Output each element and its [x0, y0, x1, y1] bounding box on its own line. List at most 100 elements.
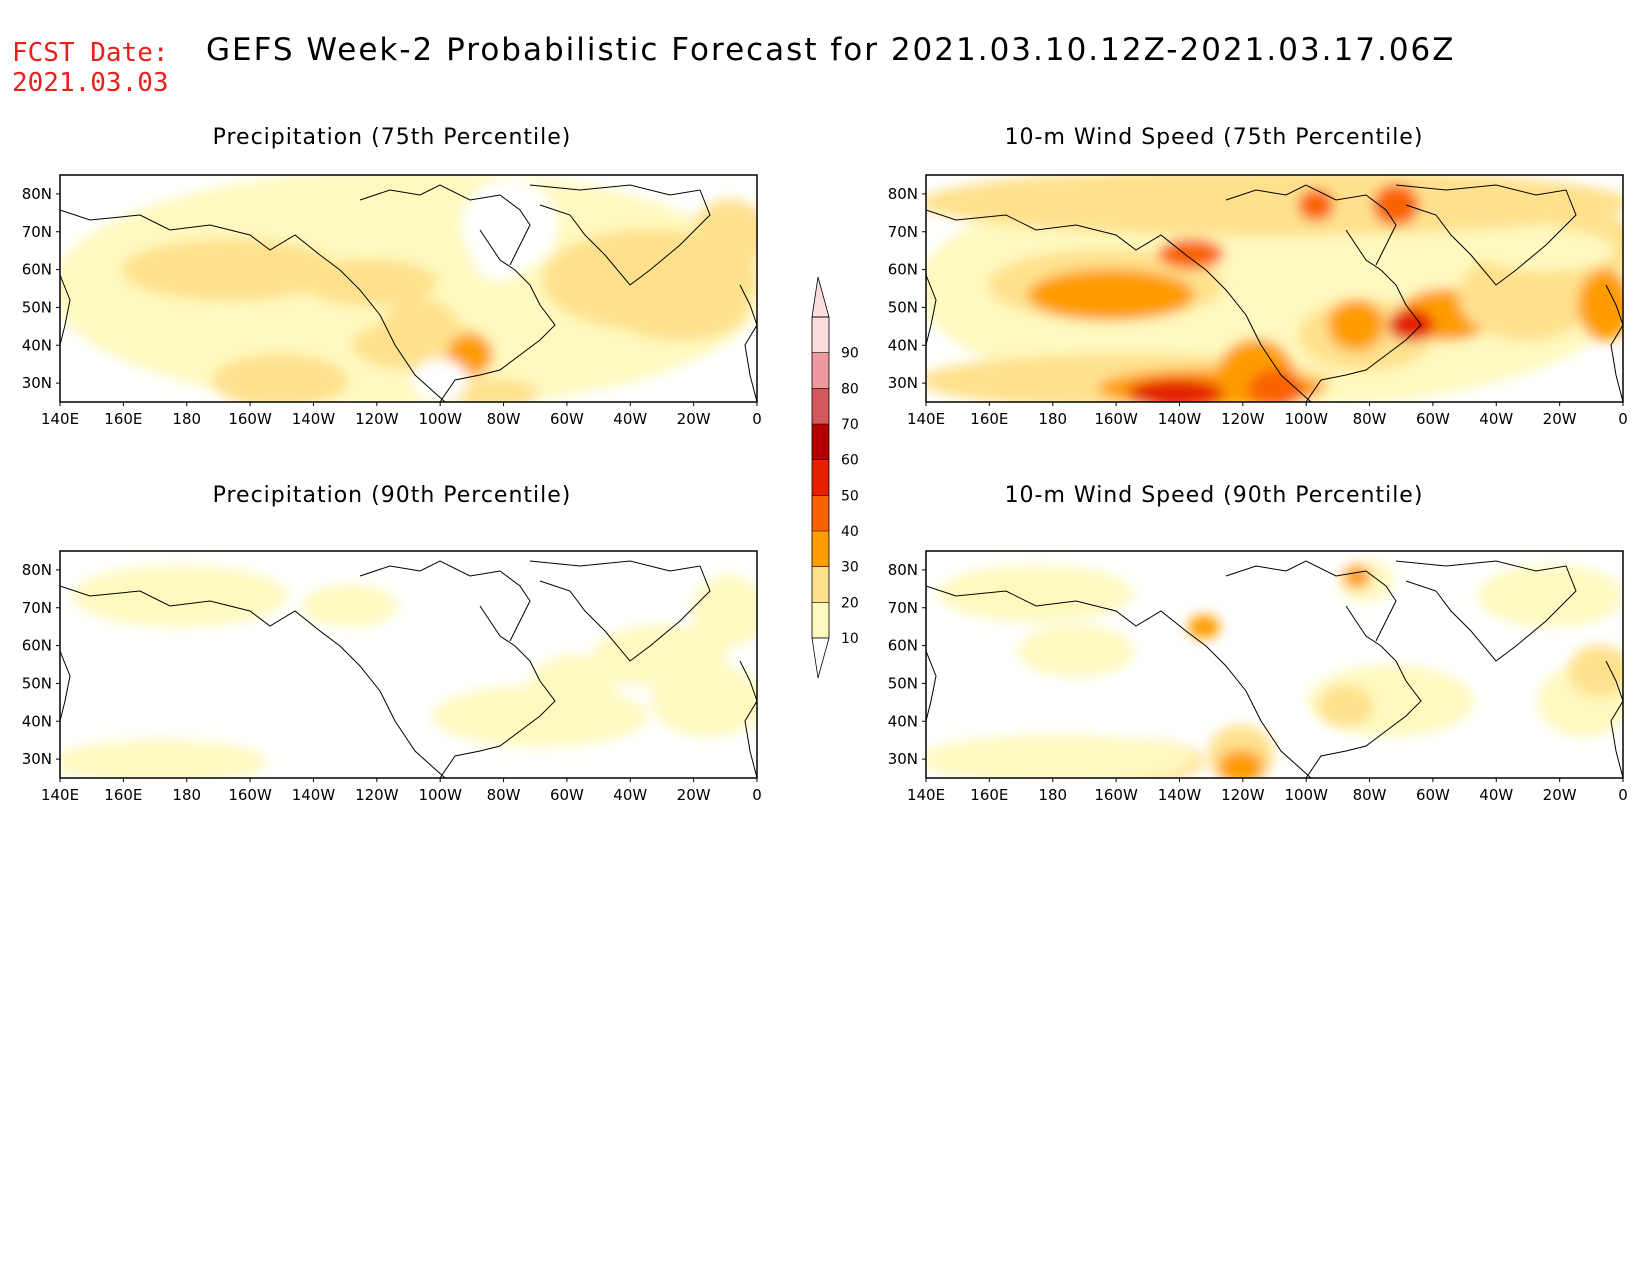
colorbar-label: 10	[841, 631, 859, 647]
lon-tick-label: 60W	[1416, 410, 1450, 428]
lat-tick-label: 70N	[22, 223, 52, 241]
lon-tick-label: 80W	[1353, 410, 1387, 428]
lon-tick-label: 40W	[613, 410, 647, 428]
contour-blob	[1188, 615, 1220, 639]
lon-tick-label: 100W	[418, 786, 462, 804]
coastline	[60, 184, 757, 402]
forecast-date-block: FCST Date: 2021.03.03	[12, 38, 169, 98]
lat-tick-label: 60N	[22, 637, 52, 655]
colorbar-label: 50	[841, 488, 859, 504]
colorbar-swatch	[812, 566, 829, 603]
coastline	[926, 184, 1623, 402]
contour-blob	[612, 279, 748, 341]
panel-title-precip-90: Precipitation (90th Percentile)	[212, 483, 572, 508]
lon-tick-label: 80W	[487, 786, 521, 804]
lon-tick-label: 20W	[677, 786, 711, 804]
map-panel-wind-75: 140E 160E 180 160W 140W 120W 100W 80W 60W 40W 20W 0…	[888, 174, 1628, 428]
probability-field	[926, 175, 1623, 402]
contour-blob	[1248, 369, 1304, 402]
contour-blob	[1128, 379, 1224, 402]
lon-tick-label: 40W	[1479, 410, 1513, 428]
lon-tick-label: 0	[1618, 786, 1628, 804]
lat-tick-label: 70N	[22, 599, 52, 617]
lat-tick-label: 70N	[888, 223, 918, 241]
contour-blob	[1478, 229, 1614, 271]
contour-blob	[1478, 565, 1623, 627]
lon-tick-label: 180	[1038, 786, 1067, 804]
colorbar-swatch	[812, 459, 829, 496]
contour-blob	[1158, 239, 1224, 269]
contour-blob	[382, 299, 458, 351]
lon-tick-label: 0	[752, 410, 762, 428]
lon-tick-label: 160W	[228, 410, 272, 428]
lon-tick-label: 40W	[613, 786, 647, 804]
lon-tick-label: 180	[172, 410, 201, 428]
colorbar-label: 80	[841, 381, 859, 397]
colorbar: 10 20 30 40 50 60 70 80 90	[811, 276, 859, 679]
colorbar-swatch	[812, 352, 829, 389]
lon-tick-label: 20W	[1543, 786, 1577, 804]
lat-tick-label: 80N	[888, 185, 918, 203]
contour-blob	[1343, 565, 1371, 589]
lon-tick-label: 60W	[550, 786, 584, 804]
probability-field	[60, 175, 757, 402]
map-frame	[59, 174, 758, 403]
lon-tick-label: 160W	[228, 786, 272, 804]
contour-blob	[1218, 750, 1264, 778]
lat-tick-label: 50N	[22, 674, 52, 692]
lat-tick-label: 40N	[22, 336, 52, 354]
contour-blob	[1018, 625, 1134, 677]
lon-tick-label: 180	[172, 786, 201, 804]
colorbar-swatch	[812, 388, 829, 424]
contour-blob	[532, 655, 618, 707]
contour-blob	[60, 740, 268, 778]
contour-blob	[212, 354, 348, 402]
map-panel-precip-90: 140E 160E 180 160W 140W 120W 100W 80W 60W 40W 20W 0…	[22, 550, 762, 804]
probability-field	[926, 560, 1623, 778]
map-panel-wind-90: 140E 160E 180 160W 140W 120W 100W 80W 60W 40W 20W 0…	[888, 550, 1628, 804]
lon-tick-label: 40W	[1479, 786, 1513, 804]
map-frame	[925, 550, 1624, 779]
contour-blob	[1028, 269, 1194, 321]
panel-title-precip-75: Precipitation (75th Percentile)	[212, 125, 572, 150]
lon-tick-label: 160W	[1094, 786, 1138, 804]
lat-tick-label: 40N	[888, 336, 918, 354]
contour-blob	[122, 239, 338, 301]
lat-tick-label: 80N	[22, 561, 52, 579]
colorbar-label: 60	[841, 453, 859, 469]
lon-tick-label: 80W	[487, 410, 521, 428]
lon-tick-label: 120W	[355, 410, 399, 428]
map-frame	[59, 550, 758, 779]
colorbar-swatch	[812, 495, 829, 531]
lat-tick-label: 30N	[22, 750, 52, 768]
lat-tick-label: 80N	[22, 185, 52, 203]
contour-blob	[938, 175, 1284, 226]
lat-tick-label: 80N	[888, 561, 918, 579]
lat-tick-label: 40N	[22, 712, 52, 730]
contour-blob	[1578, 269, 1623, 341]
lon-tick-label: 60W	[550, 410, 584, 428]
contour-blob	[1373, 184, 1419, 226]
colorbar-label: 30	[841, 560, 859, 576]
lat-tick-label: 60N	[888, 261, 918, 279]
contour-blob	[1328, 299, 1384, 351]
coastline	[60, 560, 757, 778]
panel-title-wind-75: 10-m Wind Speed (75th Percentile)	[1004, 125, 1424, 150]
colorbar-top-arrow	[811, 276, 830, 318]
lon-tick-label: 80W	[1353, 786, 1387, 804]
contour-blob	[938, 565, 1134, 622]
lon-tick-label: 180	[1038, 410, 1067, 428]
lon-tick-label: 140W	[292, 410, 336, 428]
lon-tick-label: 0	[1618, 410, 1628, 428]
lon-tick-label: 60W	[1416, 786, 1450, 804]
lat-tick-label: 30N	[22, 374, 52, 392]
contour-blob	[1318, 685, 1374, 727]
lon-tick-label: 140E	[41, 410, 79, 428]
colorbar-label: 20	[841, 595, 859, 611]
lon-tick-label: 20W	[677, 410, 711, 428]
lon-tick-label: 140W	[1158, 786, 1202, 804]
lon-tick-label: 160W	[1094, 410, 1138, 428]
forecast-date-value: 2021.03.03	[12, 68, 169, 98]
colorbar-swatch	[812, 317, 829, 353]
colorbar-swatch	[812, 531, 829, 567]
